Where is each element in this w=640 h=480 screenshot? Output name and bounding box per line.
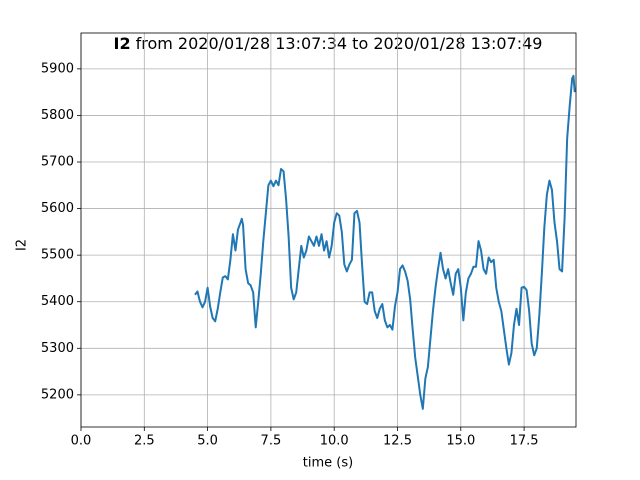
- y-tick-label: 5800: [41, 108, 74, 123]
- y-tick-label: 5200: [41, 387, 74, 402]
- x-tick-label: 0.0: [71, 434, 92, 449]
- x-tick-label: 5.0: [197, 434, 218, 449]
- data-line: [194, 74, 576, 410]
- x-tick-label: 15.0: [446, 434, 475, 449]
- y-tick-label: 5500: [41, 248, 74, 263]
- x-tick-label: 17.5: [510, 434, 539, 449]
- y-tick-label: 5700: [41, 155, 74, 170]
- y-tick-label: 5400: [41, 294, 74, 309]
- title-rest: from 2020/01/28 13:07:34 to 2020/01/28 1…: [136, 34, 543, 53]
- plot-frame: [80, 32, 577, 428]
- chart-title: I2 from 2020/01/28 13:07:34 to 2020/01/28…: [114, 34, 543, 53]
- x-axis-label: time (s): [303, 456, 353, 471]
- title-bold: I2: [114, 34, 131, 53]
- y-tick-label: 5600: [41, 201, 74, 216]
- x-tick-label: 2.5: [134, 434, 155, 449]
- x-tick-label: 10.0: [320, 434, 349, 449]
- x-tick-label: 7.5: [261, 434, 282, 449]
- x-tick-label: 12.5: [383, 434, 412, 449]
- y-tick-label: 5300: [41, 341, 74, 356]
- y-tick-label: 5900: [41, 61, 74, 76]
- y-axis-label: I2: [15, 239, 30, 251]
